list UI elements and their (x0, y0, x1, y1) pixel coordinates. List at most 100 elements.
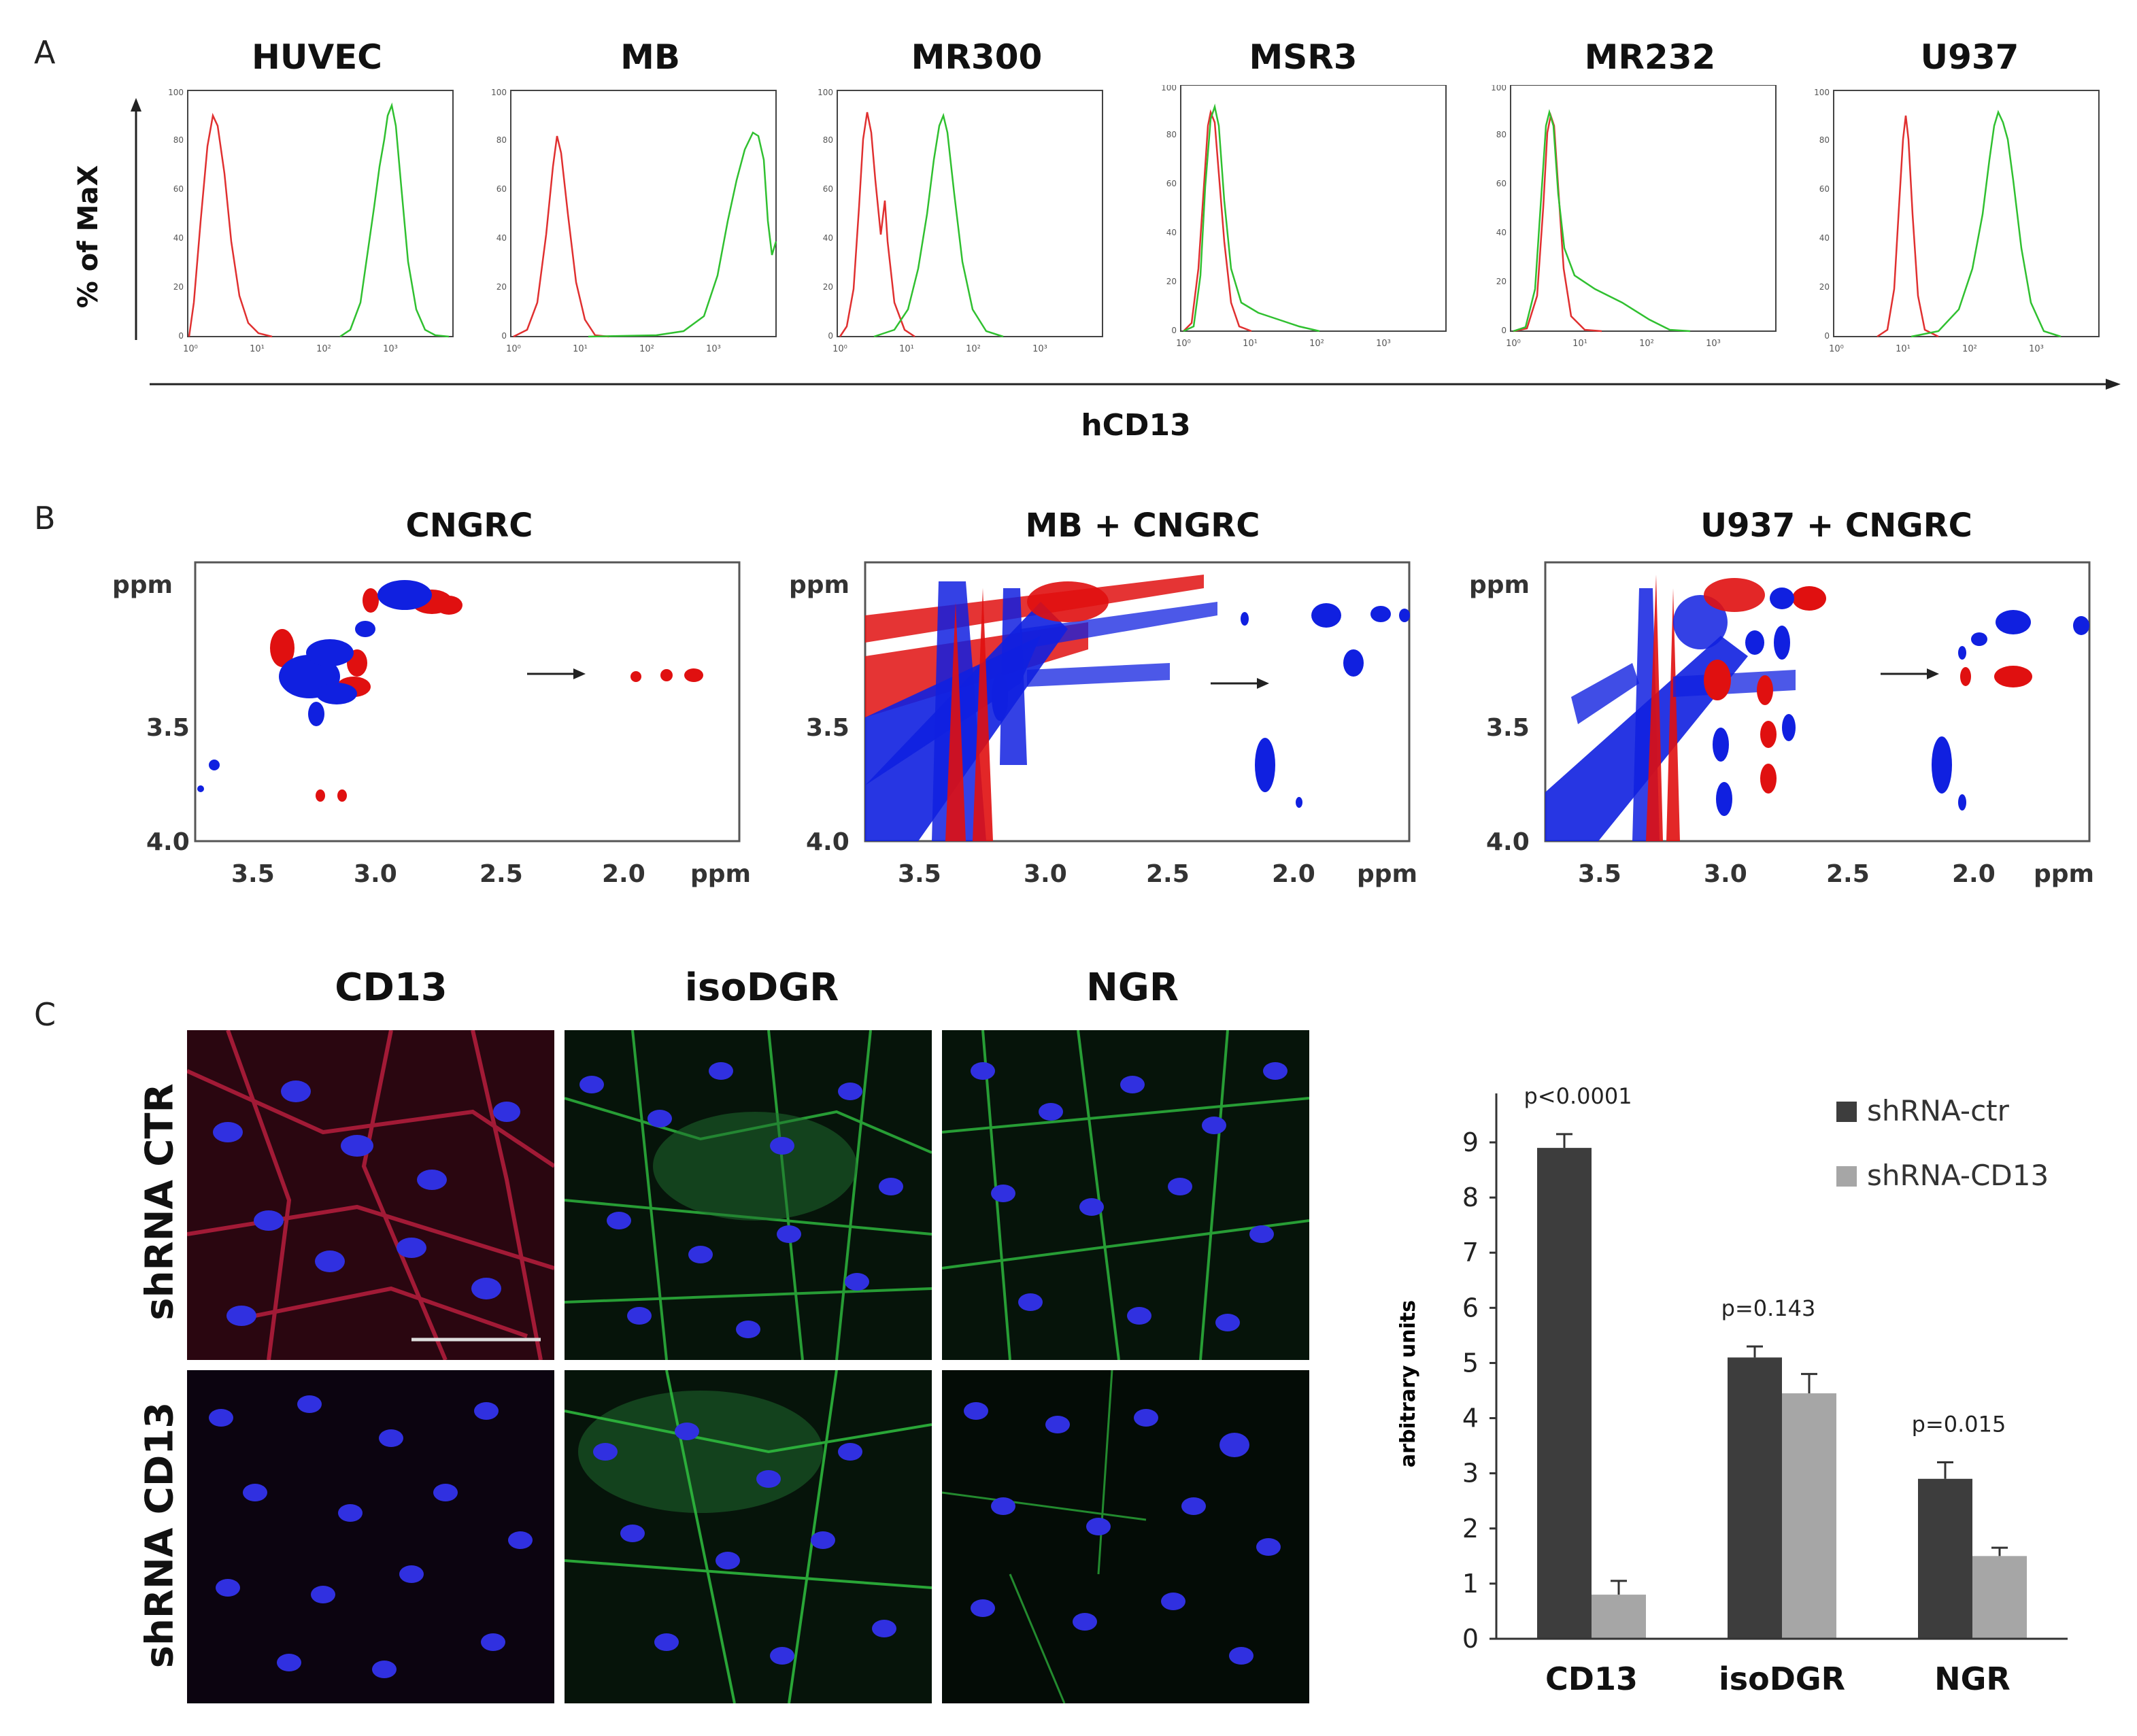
nmr-x-tick: 3.5 (1578, 860, 1621, 888)
nmr-y-tick: 4.0 (146, 828, 190, 856)
svg-text:80: 80 (1819, 135, 1830, 145)
svg-text:40: 40 (497, 233, 507, 243)
image-row-shrna-ctr: shRNA CTR (137, 1083, 182, 1321)
svg-text:0: 0 (1171, 326, 1177, 335)
svg-text:10²: 10² (639, 344, 654, 354)
y-tick-label: 2 (1462, 1514, 1479, 1544)
nmr-title-mb-cngrc: MB + CNGRC (1025, 507, 1260, 545)
histogram-title-huvec: HUVEC (252, 37, 382, 77)
svg-text:0: 0 (1824, 331, 1830, 341)
legend-label: shRNA-CD13 (1867, 1159, 2049, 1192)
svg-text:10²: 10² (1639, 339, 1654, 349)
svg-text:10³: 10³ (383, 344, 398, 354)
nmr-x-tick: 2.0 (602, 860, 645, 888)
nmr-x-tick: 3.0 (354, 860, 397, 888)
nmr-ppm-label-x: ppm (2034, 860, 2095, 888)
y-tick-label: 1 (1462, 1569, 1479, 1599)
y-axis-label: % of MaX (73, 165, 104, 309)
histogram-title-mr300: MR300 (911, 37, 1043, 77)
svg-text:10³: 10³ (2029, 344, 2044, 354)
svg-text:40: 40 (1819, 233, 1830, 243)
svg-text:10⁰: 10⁰ (832, 344, 847, 354)
histogram-huvec: 0 20 40 60 80 100 10⁰ 10¹ 10² 10³ (168, 88, 454, 354)
y-axis-arrow (131, 98, 141, 340)
micrograph-cd13-ngr (942, 1370, 1309, 1703)
svg-text:10²: 10² (966, 344, 981, 354)
svg-text:80: 80 (173, 135, 184, 145)
svg-text:10¹: 10¹ (250, 344, 265, 354)
svg-text:10¹: 10¹ (573, 344, 588, 354)
micrograph-ctr-ngr (942, 1030, 1309, 1360)
svg-text:10¹: 10¹ (1896, 344, 1911, 354)
y-tick-label: 5 (1462, 1348, 1479, 1378)
nmr-x-tick: 3.0 (1704, 860, 1747, 888)
svg-text:60: 60 (1496, 179, 1507, 188)
bar-shrna-ctr-isodgr (1728, 1357, 1782, 1639)
nmr-x-tick: 3.5 (231, 860, 275, 888)
svg-text:20: 20 (1819, 282, 1830, 292)
svg-text:20: 20 (497, 282, 507, 292)
panel-label-a: A (34, 34, 56, 71)
bar-shrna-cd13-isodgr (1782, 1393, 1836, 1639)
legend-swatch (1836, 1166, 1857, 1187)
svg-text:60: 60 (173, 184, 184, 194)
micrograph-cd13-isodgr (565, 1370, 932, 1703)
histogram-title-mb: MB (620, 37, 680, 77)
nmr-ppm-label-x: ppm (1357, 860, 1418, 888)
bar-shrna-cd13-ngr (1972, 1556, 2027, 1639)
bar-chart-y-label: arbitrary units (1396, 1300, 1420, 1467)
p-value-annotation: p=0.015 (1912, 1411, 2006, 1437)
svg-text:0: 0 (1501, 326, 1507, 335)
nmr-ppm-label-x: ppm (690, 860, 752, 888)
svg-text:100: 100 (1814, 88, 1830, 97)
svg-text:10⁰: 10⁰ (1506, 339, 1521, 349)
nmr-spectrum-mb-cngrc (864, 561, 1411, 843)
histogram-mr232: 0 20 40 60 80 100 10⁰ 10¹ 10² 10³ (1491, 85, 1777, 349)
svg-text:0: 0 (501, 331, 507, 341)
nmr-y-tick: 4.0 (1486, 828, 1530, 856)
y-tick-label: 7 (1462, 1238, 1479, 1267)
nmr-spectrum-cngrc (194, 561, 741, 843)
svg-text:10³: 10³ (1706, 339, 1721, 349)
x-category-label: NGR (1934, 1661, 2010, 1697)
bar-shrna-ctr-cd13 (1537, 1148, 1592, 1639)
svg-text:10¹: 10¹ (899, 344, 914, 354)
bar-shrna-ctr-ngr (1918, 1478, 1972, 1639)
x-axis-arrow (150, 379, 2121, 390)
y-tick-label: 6 (1462, 1293, 1479, 1323)
histogram-msr3: 0 20 40 60 80 100 10⁰ 10¹ 10² 10³ (1161, 85, 1447, 349)
svg-text:100: 100 (491, 88, 507, 97)
histogram-mb: 0 20 40 60 80 100 10⁰ 10¹ 10² 10³ (491, 88, 777, 354)
nmr-ppm-label-y: ppm (1469, 571, 1530, 599)
histogram-u937: 0 20 40 60 80 100 10⁰ 10¹ 10² 10³ (1814, 88, 2100, 354)
nmr-ppm-label-y: ppm (112, 571, 173, 599)
svg-text:40: 40 (823, 233, 833, 243)
y-tick-label: 0 (1462, 1624, 1479, 1654)
svg-text:100: 100 (818, 88, 833, 97)
svg-text:10¹: 10¹ (1243, 339, 1258, 349)
panel-label-b: B (34, 500, 56, 537)
p-value-annotation: p<0.0001 (1524, 1083, 1632, 1109)
nmr-x-tick: 3.0 (1024, 860, 1067, 888)
nmr-title-cngrc: CNGRC (405, 507, 533, 545)
micrograph-cd13-cd13 (187, 1370, 554, 1703)
svg-text:80: 80 (1496, 130, 1507, 139)
svg-text:20: 20 (173, 282, 184, 292)
svg-text:20: 20 (1496, 277, 1507, 286)
nmr-x-tick: 2.0 (1952, 860, 1996, 888)
y-tick-label: 3 (1462, 1459, 1479, 1488)
svg-text:10⁰: 10⁰ (1176, 339, 1191, 349)
svg-text:10¹: 10¹ (1572, 339, 1587, 349)
svg-text:10⁰: 10⁰ (1829, 344, 1844, 354)
nmr-y-tick: 4.0 (806, 828, 849, 856)
x-category-label: CD13 (1545, 1661, 1638, 1697)
svg-text:40: 40 (173, 233, 184, 243)
svg-text:80: 80 (497, 135, 507, 145)
svg-text:10³: 10³ (706, 344, 721, 354)
nmr-x-tick: 2.5 (1826, 860, 1870, 888)
svg-text:10⁰: 10⁰ (183, 344, 198, 354)
panel-label-c: C (34, 996, 56, 1033)
svg-text:100: 100 (168, 88, 184, 97)
legend-label: shRNA-ctr (1867, 1094, 2010, 1127)
y-tick-label: 9 (1462, 1127, 1479, 1157)
